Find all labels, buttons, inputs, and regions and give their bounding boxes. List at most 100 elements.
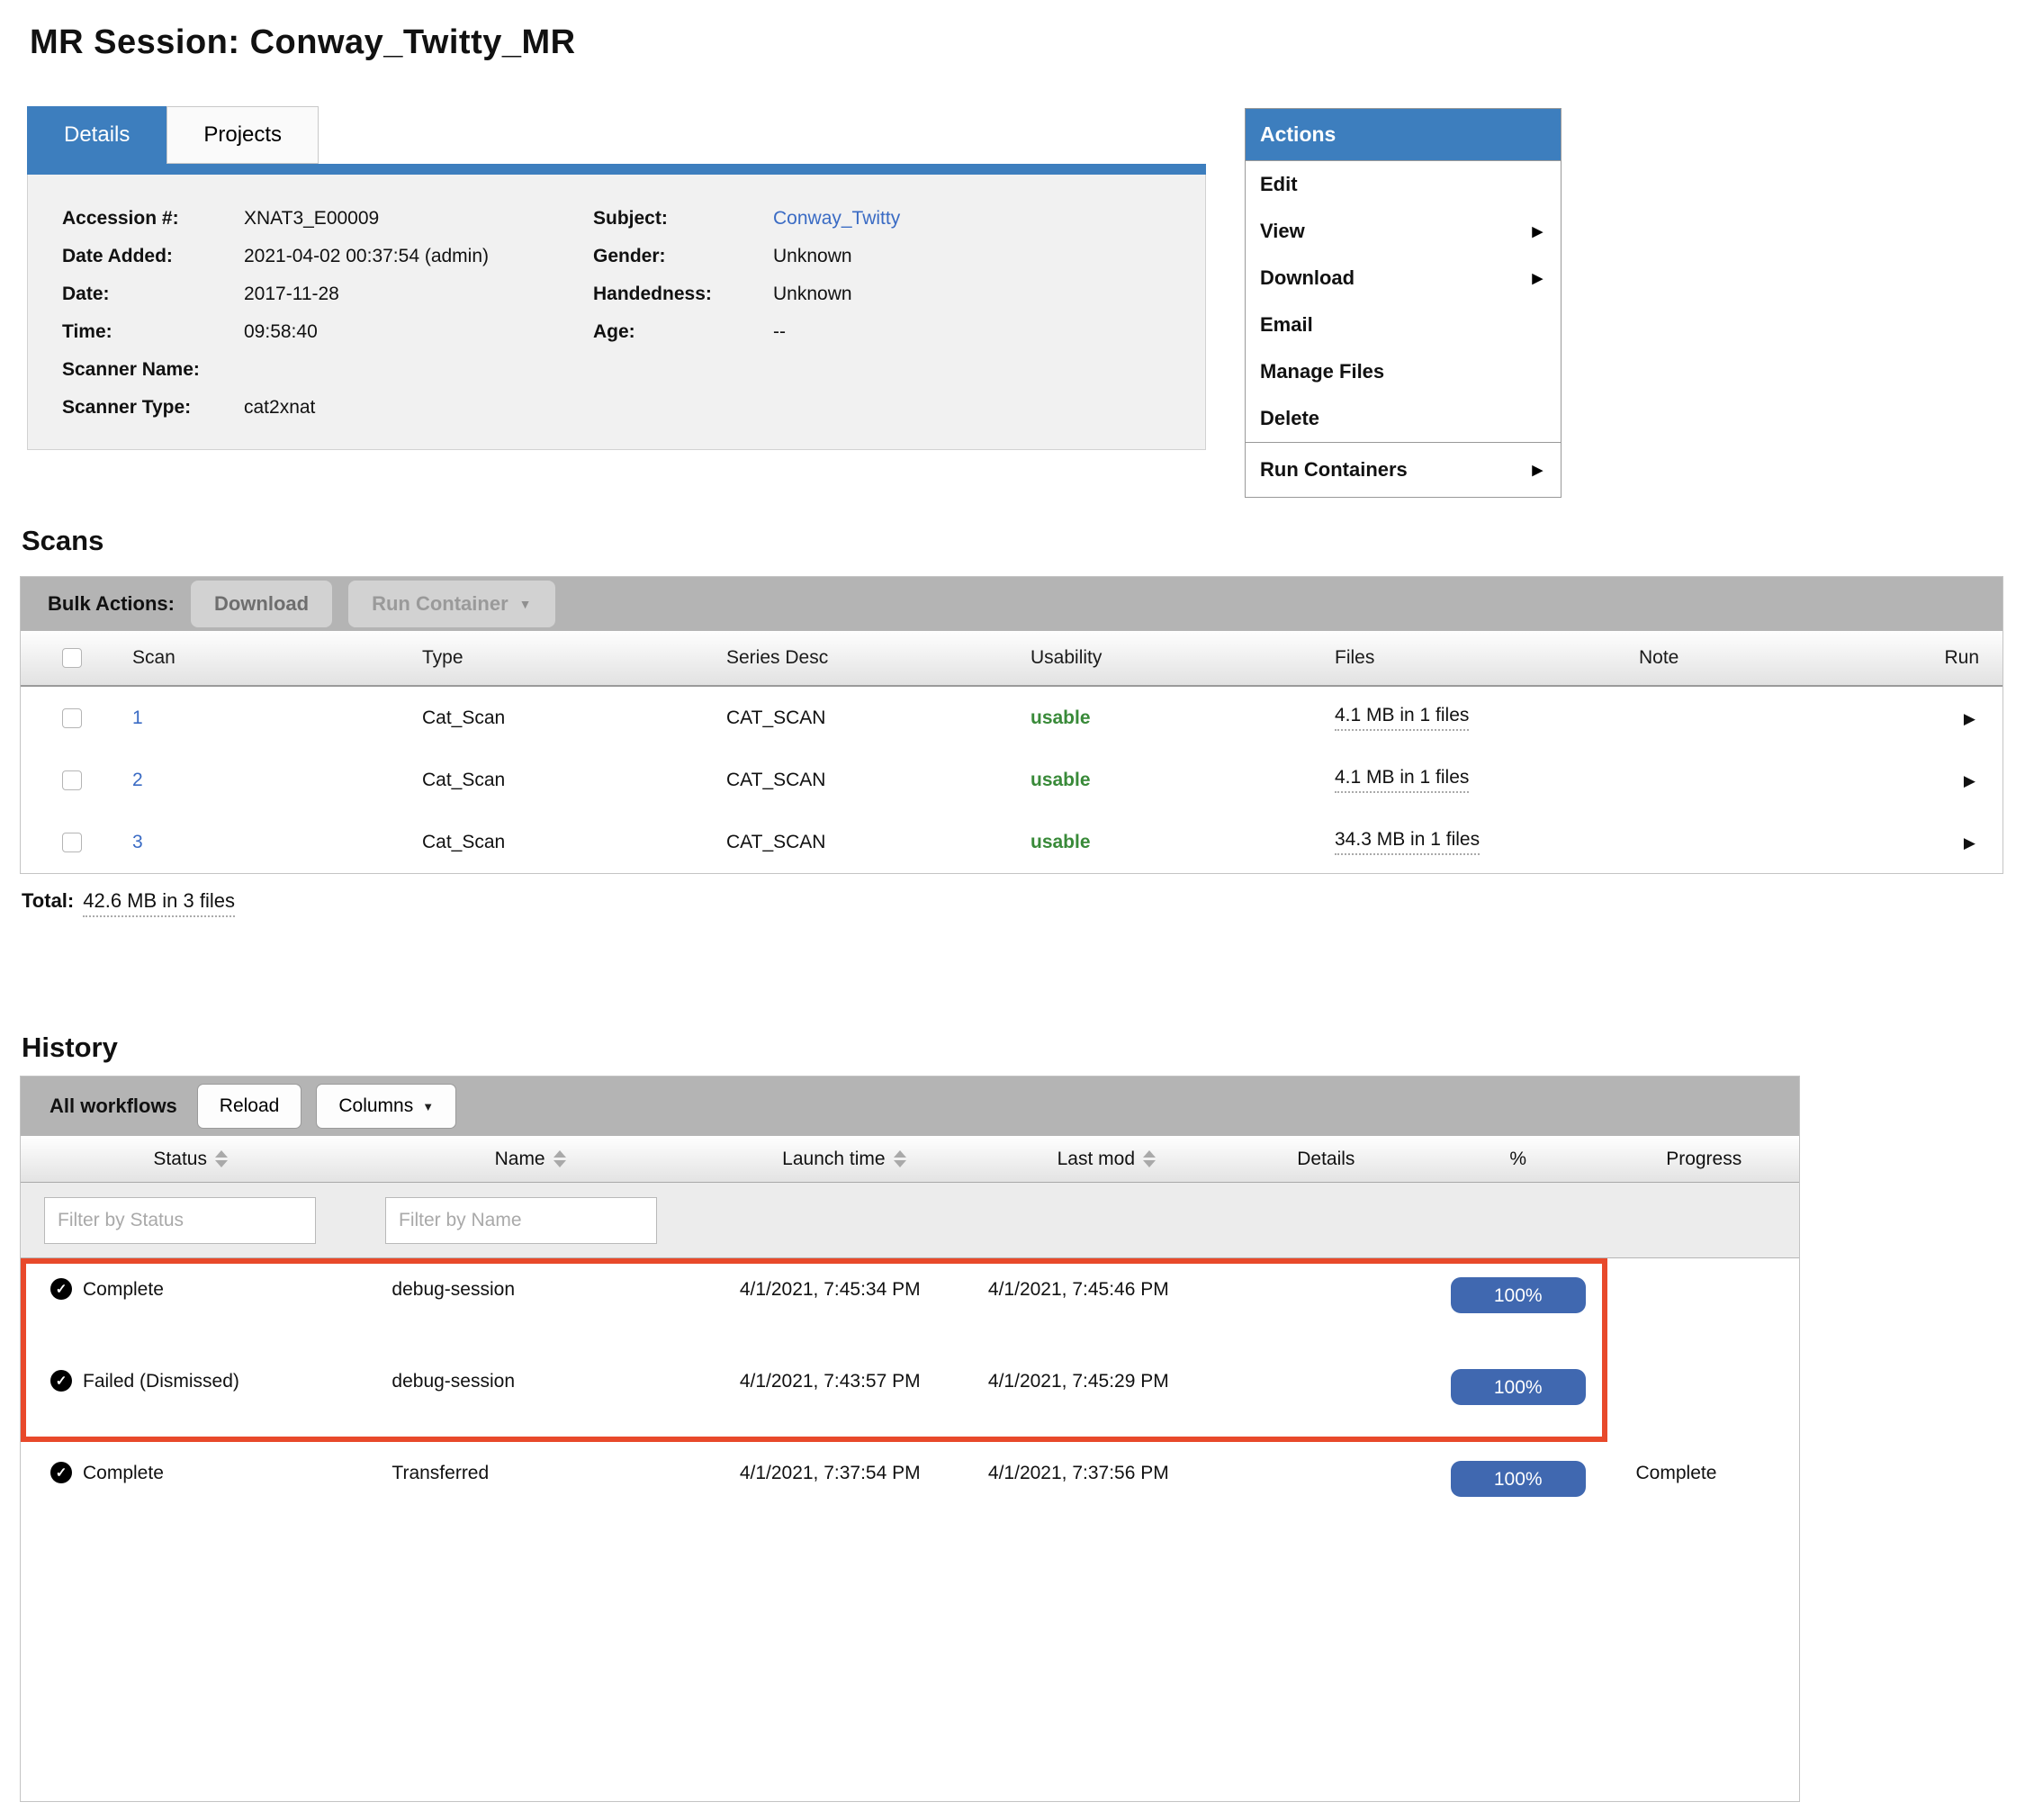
detail-label: Gender: (593, 246, 666, 266)
bulk-run-container-button[interactable]: Run Container ▼ (348, 581, 555, 627)
history-filter-row (21, 1183, 1799, 1258)
total-value[interactable]: 42.6 MB in 3 files (83, 889, 235, 917)
scan-table-row: 3 Cat_Scan CAT_SCAN usable 34.3 MB in 1 … (21, 811, 2002, 873)
scans-header-row: Scan Type Series Desc Usability Files No… (21, 631, 2002, 687)
session-details-panel: Accession #: XNAT3_E00009 Date Added: 20… (27, 175, 1206, 450)
workflow-progress-cell: Complete (1635, 1463, 1717, 1483)
percent-complete-pill[interactable]: 100% (1450, 1369, 1586, 1405)
scan-id-link[interactable]: 2 (132, 769, 143, 790)
workflow-percent-cell: 100% (1427, 1461, 1609, 1534)
action-menu-item[interactable]: View ▶ (1246, 208, 1561, 255)
history-column-header[interactable]: Progress (1609, 1149, 1799, 1170)
details-right-column: Subject: Conway_Twitty Gender: Unknown H… (593, 207, 1205, 434)
scan-run-cell: ▶ (1936, 707, 2002, 729)
select-all-checkbox[interactable] (62, 648, 82, 668)
percent-complete-pill[interactable]: 100% (1450, 1277, 1586, 1313)
scan-id-link[interactable]: 1 (132, 707, 143, 728)
columns-button[interactable]: Columns ▼ (316, 1084, 457, 1129)
filter-by-status-input[interactable] (44, 1196, 316, 1244)
workflow-status-text: Complete (83, 1279, 164, 1300)
run-scan-arrow-icon[interactable]: ▶ (1963, 833, 1976, 851)
actions-menu-items: Edit View ▶ Download ▶ Email Manage File… (1246, 161, 1561, 497)
sort-arrows-icon[interactable] (553, 1150, 566, 1167)
detail-value: 2017-11-28 (244, 284, 339, 304)
scans-column-header: Scan (132, 647, 176, 668)
detail-value: 2021-04-02 00:37:54 (admin) (244, 246, 490, 266)
sort-arrows-icon[interactable] (893, 1150, 906, 1167)
scan-id-link[interactable]: 3 (132, 831, 143, 852)
action-menu-item[interactable]: Delete (1246, 395, 1561, 442)
detail-value[interactable]: Conway_Twitty (773, 208, 901, 229)
details-left-column: Accession #: XNAT3_E00009 Date Added: 20… (62, 207, 593, 434)
scans-table: Bulk Actions: Download Run Container ▼ S… (20, 576, 2003, 874)
action-menu-item[interactable]: Run Containers ▶ (1246, 442, 1561, 497)
action-menu-item[interactable]: Download ▶ (1246, 255, 1561, 302)
workflow-name-cell: debug-session (392, 1371, 515, 1392)
workflow-details-cell (1225, 1461, 1427, 1534)
history-column-header[interactable]: Launch time (700, 1149, 988, 1170)
action-menu-item[interactable]: Manage Files (1246, 348, 1561, 395)
scans-heading: Scans (22, 525, 104, 556)
history-header-row: Status Name Launch time Last mod Details (21, 1136, 1799, 1183)
total-label: Total: (22, 889, 75, 912)
scans-column-header: Series Desc (726, 647, 829, 668)
workflow-row: ✓ Complete debug-session 4/1/2021, 7:45:… (21, 1258, 1799, 1350)
scan-checkbox[interactable] (62, 770, 82, 790)
scan-type-cell: Cat_Scan (422, 707, 506, 728)
percent-complete-pill[interactable]: 100% (1450, 1461, 1586, 1497)
all-workflows-label: All workflows (50, 1095, 177, 1117)
detail-row: Handedness: Unknown (593, 283, 1205, 305)
history-column-header[interactable]: Name (360, 1149, 699, 1170)
detail-value[interactable]: Unknown (773, 284, 852, 304)
scan-type-cell: Cat_Scan (422, 769, 506, 790)
detail-value[interactable]: Unknown (773, 246, 852, 266)
scan-run-cell: ▶ (1936, 832, 2002, 853)
scan-files-link[interactable]: 4.1 MB in 1 files (1335, 705, 1470, 731)
scan-series-desc-cell: CAT_SCAN (726, 831, 826, 852)
scans-rows: 1 Cat_Scan CAT_SCAN usable 4.1 MB in 1 f… (21, 687, 2002, 873)
detail-value: cat2xnat (244, 397, 316, 418)
history-toolbar: All workflows Reload Columns ▼ (21, 1077, 1799, 1136)
tab[interactable]: Details (27, 106, 167, 164)
sort-arrows-icon[interactable] (214, 1150, 228, 1167)
tab[interactable]: Projects (166, 106, 320, 164)
action-menu-item[interactable]: Edit (1246, 161, 1561, 208)
workflow-last-mod-cell: 4/1/2021, 7:45:46 PM (987, 1279, 1169, 1300)
action-menu-item-label: Delete (1260, 407, 1320, 429)
action-menu-item-label: Run Containers (1260, 458, 1408, 481)
run-scan-arrow-icon[interactable]: ▶ (1963, 771, 1976, 789)
columns-button-label: Columns (338, 1095, 414, 1116)
history-column-header[interactable]: Details (1225, 1149, 1427, 1170)
action-menu-item[interactable]: Email (1246, 302, 1561, 348)
history-column-header[interactable]: Last mod (988, 1149, 1225, 1170)
scan-checkbox-cell (21, 832, 102, 852)
detail-label: Age: (593, 321, 635, 342)
sort-arrows-icon[interactable] (1143, 1150, 1156, 1167)
scan-files-link[interactable]: 34.3 MB in 1 files (1335, 829, 1480, 855)
filter-by-name-input[interactable] (385, 1196, 657, 1244)
bulk-download-button[interactable]: Download (190, 581, 333, 627)
scan-usability-cell: usable (1030, 707, 1091, 728)
scan-checkbox[interactable] (62, 707, 82, 728)
detail-value[interactable]: -- (773, 321, 786, 342)
detail-label: Scanner Type: (62, 397, 192, 418)
detail-label: Date: (62, 284, 110, 304)
reload-button[interactable]: Reload (196, 1084, 302, 1129)
workflow-launch-time-cell: 4/1/2021, 7:37:54 PM (739, 1463, 921, 1483)
history-column-header[interactable]: Status (21, 1149, 360, 1170)
submenu-arrow-icon: ▶ (1532, 224, 1543, 239)
workflow-row: ✓ Failed (Dismissed) debug-session 4/1/2… (21, 1350, 1799, 1442)
action-menu-item-label: Edit (1260, 173, 1298, 195)
detail-value: 09:58:40 (244, 321, 318, 342)
history-column-label: Name (494, 1148, 545, 1169)
workflow-name-cell: debug-session (392, 1279, 515, 1300)
detail-row: Age: -- (593, 320, 1205, 343)
scans-column-header: Note (1639, 647, 1679, 668)
detail-label: Accession #: (62, 208, 179, 229)
scans-bulk-toolbar: Bulk Actions: Download Run Container ▼ (21, 577, 2002, 631)
history-column-header[interactable]: % (1427, 1149, 1609, 1170)
scan-files-link[interactable]: 4.1 MB in 1 files (1335, 767, 1470, 793)
scan-checkbox[interactable] (62, 832, 82, 852)
run-scan-arrow-icon[interactable]: ▶ (1963, 709, 1976, 727)
detail-label: Time: (62, 321, 112, 342)
